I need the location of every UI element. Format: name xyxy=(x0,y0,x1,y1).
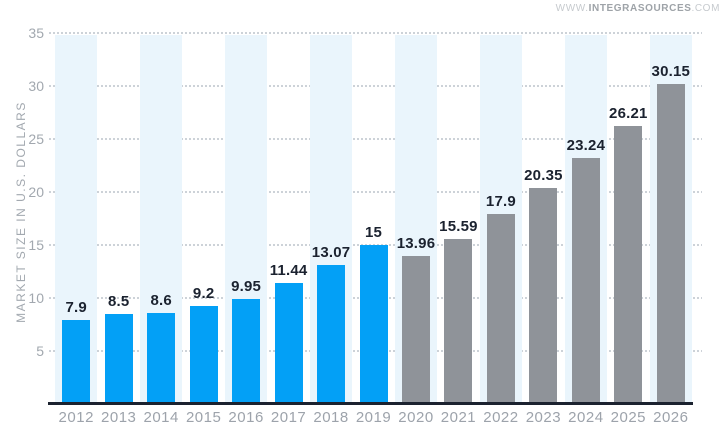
bar-2021 xyxy=(444,238,473,404)
value-label-2020: 13.96 xyxy=(396,235,436,253)
plot-area: 7.9 8.5 8.6 9.2 9.95 11.44 13.07 15 13.96 15.59 17… xyxy=(55,35,693,404)
year-column-2015: 9.2 xyxy=(182,35,224,404)
x-tick-2013: 2013 xyxy=(101,409,137,426)
gridline-30 xyxy=(48,85,702,87)
bar-2012 xyxy=(62,320,91,404)
value-label-2022: 17.9 xyxy=(485,193,516,211)
x-tick-2026: 2026 xyxy=(653,409,689,426)
y-tick-25: 25 xyxy=(28,131,44,147)
year-column-2021: 15.59 xyxy=(437,35,479,404)
x-tick-2022: 2022 xyxy=(483,409,519,426)
x-tick-2014: 2014 xyxy=(143,409,179,426)
value-label-2016: 9.95 xyxy=(231,277,262,295)
value-label-2018: 13.07 xyxy=(311,244,351,262)
x-axis-tick-labels: 2012 2013 2014 2015 2016 2017 2018 2019 2020 2021… xyxy=(55,409,692,426)
y-tick-30: 30 xyxy=(28,78,44,94)
x-tick-2025: 2025 xyxy=(610,409,647,426)
y-tick-20: 20 xyxy=(28,184,44,200)
bar-2020 xyxy=(401,256,430,404)
gridline-20 xyxy=(48,191,702,193)
x-tick-2015: 2015 xyxy=(185,409,222,426)
year-column-2016: 9.95 xyxy=(224,35,268,404)
value-label-2019: 15 xyxy=(364,224,383,241)
x-tick-2017: 2017 xyxy=(270,409,307,426)
x-tick-2018: 2018 xyxy=(313,409,349,426)
year-column-2018: 13.07 xyxy=(309,35,353,404)
value-label-2012: 7.9 xyxy=(65,299,87,317)
bar-2025 xyxy=(614,126,643,404)
value-label-2017: 11.44 xyxy=(269,261,308,279)
value-label-2013: 8.5 xyxy=(107,292,130,310)
year-column-2019: 15 xyxy=(352,35,394,404)
year-column-2020: 13.96 xyxy=(394,35,438,404)
y-tick-10: 10 xyxy=(28,290,44,306)
year-column-2017: 11.44 xyxy=(267,35,309,404)
value-label-2015: 9.2 xyxy=(192,285,215,303)
x-tick-2012: 2012 xyxy=(58,409,94,426)
x-tick-2021: 2021 xyxy=(440,409,477,426)
watermark-brand: INTEGRASOURCES xyxy=(588,3,692,14)
year-column-2024: 23.24 xyxy=(564,35,608,404)
watermark-url: WWW.INTEGRASOURCES.COM xyxy=(556,3,720,14)
year-column-2025: 26.21 xyxy=(607,35,649,404)
bar-2023 xyxy=(529,188,558,404)
y-tick-5: 5 xyxy=(36,343,44,359)
year-column-2013: 8.5 xyxy=(97,35,139,404)
bar-2026 xyxy=(656,84,685,404)
bar-2018 xyxy=(317,265,346,404)
x-tick-2019: 2019 xyxy=(355,409,392,426)
year-column-2023: 20.35 xyxy=(522,35,564,404)
y-tick-15: 15 xyxy=(28,237,44,253)
gridline-25 xyxy=(48,138,702,140)
value-label-2023: 20.35 xyxy=(524,167,563,185)
value-label-2025: 26.21 xyxy=(609,105,648,123)
bar-2022 xyxy=(486,214,515,404)
bar-2014 xyxy=(147,312,176,404)
bar-2019 xyxy=(359,245,388,404)
value-label-2026: 30.15 xyxy=(651,63,691,81)
bar-2013 xyxy=(104,313,133,404)
year-column-2022: 17.9 xyxy=(479,35,523,404)
watermark-prefix: WWW. xyxy=(555,3,589,14)
value-label-2024: 23.24 xyxy=(566,136,606,154)
bar-2024 xyxy=(571,157,600,404)
year-column-2026: 30.15 xyxy=(649,35,693,404)
year-column-2012: 7.9 xyxy=(55,35,98,404)
x-axis-baseline xyxy=(48,402,693,405)
value-label-2021: 15.59 xyxy=(439,217,478,235)
bar-2017 xyxy=(274,282,303,404)
bar-2015 xyxy=(189,306,218,404)
value-label-2014: 8.6 xyxy=(150,291,172,309)
x-tick-2024: 2024 xyxy=(568,409,604,426)
x-tick-2016: 2016 xyxy=(228,409,264,426)
year-column-2014: 8.6 xyxy=(139,35,183,404)
x-tick-2023: 2023 xyxy=(525,409,562,426)
y-tick-35: 35 xyxy=(28,25,44,41)
watermark-suffix: .COM xyxy=(691,3,720,14)
bar-2016 xyxy=(232,298,261,404)
gridline-35 xyxy=(48,32,702,34)
x-tick-2020: 2020 xyxy=(398,409,434,426)
